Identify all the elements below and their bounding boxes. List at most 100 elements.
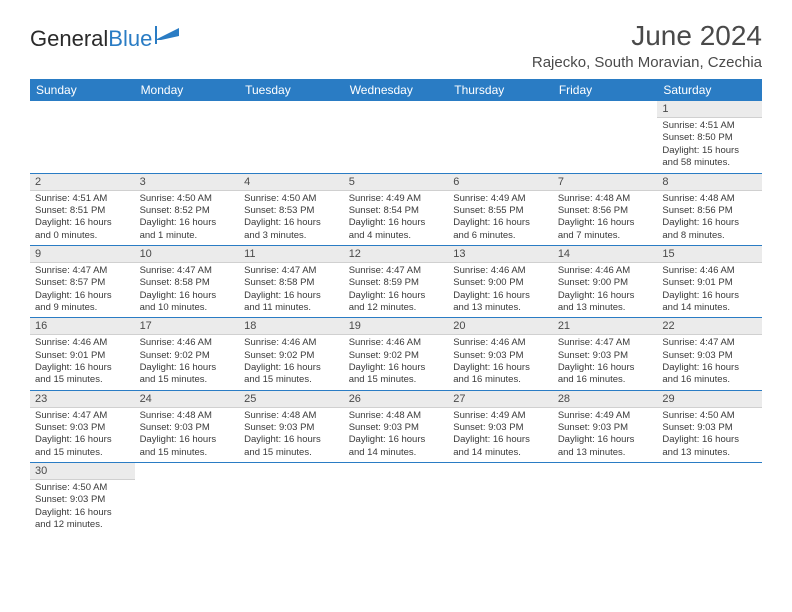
weekday-header: Tuesday <box>239 79 344 101</box>
calendar-cell <box>553 463 658 535</box>
day-number: 29 <box>657 391 762 408</box>
calendar-cell <box>553 101 658 173</box>
title-block: June 2024 Rajecko, South Moravian, Czech… <box>532 20 762 71</box>
day-body: Sunrise: 4:47 AMSunset: 8:58 PMDaylight:… <box>135 263 240 317</box>
weekday-header: Wednesday <box>344 79 449 101</box>
calendar-cell: 18Sunrise: 4:46 AMSunset: 9:02 PMDayligh… <box>239 318 344 390</box>
day-body: Sunrise: 4:48 AMSunset: 9:03 PMDaylight:… <box>344 408 449 462</box>
day-number: 23 <box>30 391 135 408</box>
day-number: 3 <box>135 174 240 191</box>
day-body: Sunrise: 4:49 AMSunset: 8:55 PMDaylight:… <box>448 191 553 245</box>
day-body: Sunrise: 4:47 AMSunset: 8:58 PMDaylight:… <box>239 263 344 317</box>
calendar-cell <box>30 101 135 173</box>
calendar-cell <box>344 463 449 535</box>
calendar-week: 9Sunrise: 4:47 AMSunset: 8:57 PMDaylight… <box>30 245 762 317</box>
day-number: 22 <box>657 318 762 335</box>
day-number: 1 <box>657 101 762 118</box>
calendar-cell: 28Sunrise: 4:49 AMSunset: 9:03 PMDayligh… <box>553 390 658 462</box>
calendar-cell: 17Sunrise: 4:46 AMSunset: 9:02 PMDayligh… <box>135 318 240 390</box>
calendar-cell: 21Sunrise: 4:47 AMSunset: 9:03 PMDayligh… <box>553 318 658 390</box>
calendar-cell: 23Sunrise: 4:47 AMSunset: 9:03 PMDayligh… <box>30 390 135 462</box>
day-body: Sunrise: 4:46 AMSunset: 9:03 PMDaylight:… <box>448 335 553 389</box>
day-number: 17 <box>135 318 240 335</box>
calendar-cell: 16Sunrise: 4:46 AMSunset: 9:01 PMDayligh… <box>30 318 135 390</box>
calendar-week: 2Sunrise: 4:51 AMSunset: 8:51 PMDaylight… <box>30 173 762 245</box>
day-body: Sunrise: 4:49 AMSunset: 8:54 PMDaylight:… <box>344 191 449 245</box>
day-body: Sunrise: 4:48 AMSunset: 9:03 PMDaylight:… <box>135 408 240 462</box>
day-number: 25 <box>239 391 344 408</box>
calendar-cell: 4Sunrise: 4:50 AMSunset: 8:53 PMDaylight… <box>239 173 344 245</box>
calendar-cell: 9Sunrise: 4:47 AMSunset: 8:57 PMDaylight… <box>30 245 135 317</box>
calendar-cell: 12Sunrise: 4:47 AMSunset: 8:59 PMDayligh… <box>344 245 449 317</box>
calendar-cell: 14Sunrise: 4:46 AMSunset: 9:00 PMDayligh… <box>553 245 658 317</box>
day-number: 30 <box>30 463 135 480</box>
day-number: 19 <box>344 318 449 335</box>
weekday-row: SundayMondayTuesdayWednesdayThursdayFrid… <box>30 79 762 101</box>
calendar-cell: 13Sunrise: 4:46 AMSunset: 9:00 PMDayligh… <box>448 245 553 317</box>
calendar-cell <box>135 463 240 535</box>
day-number: 16 <box>30 318 135 335</box>
day-number: 26 <box>344 391 449 408</box>
calendar-week: 1Sunrise: 4:51 AMSunset: 8:50 PMDaylight… <box>30 101 762 173</box>
day-number: 10 <box>135 246 240 263</box>
day-body: Sunrise: 4:49 AMSunset: 9:03 PMDaylight:… <box>553 408 658 462</box>
month-title: June 2024 <box>532 20 762 52</box>
calendar-cell: 22Sunrise: 4:47 AMSunset: 9:03 PMDayligh… <box>657 318 762 390</box>
flag-icon <box>155 26 183 49</box>
calendar-head: SundayMondayTuesdayWednesdayThursdayFrid… <box>30 79 762 101</box>
calendar-cell: 27Sunrise: 4:49 AMSunset: 9:03 PMDayligh… <box>448 390 553 462</box>
day-body: Sunrise: 4:46 AMSunset: 9:01 PMDaylight:… <box>657 263 762 317</box>
weekday-header: Thursday <box>448 79 553 101</box>
calendar-cell: 1Sunrise: 4:51 AMSunset: 8:50 PMDaylight… <box>657 101 762 173</box>
calendar-cell <box>344 101 449 173</box>
day-number: 8 <box>657 174 762 191</box>
day-body: Sunrise: 4:46 AMSunset: 9:00 PMDaylight:… <box>448 263 553 317</box>
day-number: 13 <box>448 246 553 263</box>
day-body: Sunrise: 4:51 AMSunset: 8:51 PMDaylight:… <box>30 191 135 245</box>
logo-text: GeneralBlue <box>30 26 152 52</box>
calendar-cell: 30Sunrise: 4:50 AMSunset: 9:03 PMDayligh… <box>30 463 135 535</box>
calendar-cell <box>448 101 553 173</box>
day-body: Sunrise: 4:50 AMSunset: 8:53 PMDaylight:… <box>239 191 344 245</box>
day-body: Sunrise: 4:50 AMSunset: 8:52 PMDaylight:… <box>135 191 240 245</box>
calendar-cell: 25Sunrise: 4:48 AMSunset: 9:03 PMDayligh… <box>239 390 344 462</box>
header: GeneralBlue June 2024 Rajecko, South Mor… <box>30 20 762 71</box>
calendar-cell <box>135 101 240 173</box>
day-body: Sunrise: 4:47 AMSunset: 9:03 PMDaylight:… <box>657 335 762 389</box>
location: Rajecko, South Moravian, Czechia <box>532 54 762 71</box>
day-number: 6 <box>448 174 553 191</box>
weekday-header: Sunday <box>30 79 135 101</box>
day-number: 28 <box>553 391 658 408</box>
calendar-cell: 2Sunrise: 4:51 AMSunset: 8:51 PMDaylight… <box>30 173 135 245</box>
day-number: 12 <box>344 246 449 263</box>
day-number: 5 <box>344 174 449 191</box>
day-body: Sunrise: 4:47 AMSunset: 9:03 PMDaylight:… <box>30 408 135 462</box>
day-number: 4 <box>239 174 344 191</box>
day-body: Sunrise: 4:49 AMSunset: 9:03 PMDaylight:… <box>448 408 553 462</box>
calendar-cell: 26Sunrise: 4:48 AMSunset: 9:03 PMDayligh… <box>344 390 449 462</box>
logo-general: General <box>30 26 108 51</box>
day-number: 14 <box>553 246 658 263</box>
calendar-cell: 3Sunrise: 4:50 AMSunset: 8:52 PMDaylight… <box>135 173 240 245</box>
calendar-cell <box>657 463 762 535</box>
calendar-cell: 11Sunrise: 4:47 AMSunset: 8:58 PMDayligh… <box>239 245 344 317</box>
calendar-cell: 15Sunrise: 4:46 AMSunset: 9:01 PMDayligh… <box>657 245 762 317</box>
calendar-week: 30Sunrise: 4:50 AMSunset: 9:03 PMDayligh… <box>30 463 762 535</box>
day-body: Sunrise: 4:46 AMSunset: 9:01 PMDaylight:… <box>30 335 135 389</box>
day-number: 21 <box>553 318 658 335</box>
calendar-cell: 6Sunrise: 4:49 AMSunset: 8:55 PMDaylight… <box>448 173 553 245</box>
weekday-header: Monday <box>135 79 240 101</box>
day-body: Sunrise: 4:48 AMSunset: 8:56 PMDaylight:… <box>553 191 658 245</box>
calendar-table: SundayMondayTuesdayWednesdayThursdayFrid… <box>30 79 762 535</box>
calendar-cell: 5Sunrise: 4:49 AMSunset: 8:54 PMDaylight… <box>344 173 449 245</box>
day-body: Sunrise: 4:46 AMSunset: 9:02 PMDaylight:… <box>239 335 344 389</box>
calendar-cell: 10Sunrise: 4:47 AMSunset: 8:58 PMDayligh… <box>135 245 240 317</box>
day-number: 9 <box>30 246 135 263</box>
calendar-cell: 19Sunrise: 4:46 AMSunset: 9:02 PMDayligh… <box>344 318 449 390</box>
day-number: 2 <box>30 174 135 191</box>
day-body: Sunrise: 4:50 AMSunset: 9:03 PMDaylight:… <box>30 480 135 534</box>
day-body: Sunrise: 4:50 AMSunset: 9:03 PMDaylight:… <box>657 408 762 462</box>
calendar-week: 23Sunrise: 4:47 AMSunset: 9:03 PMDayligh… <box>30 390 762 462</box>
calendar-cell: 8Sunrise: 4:48 AMSunset: 8:56 PMDaylight… <box>657 173 762 245</box>
day-body: Sunrise: 4:46 AMSunset: 9:02 PMDaylight:… <box>344 335 449 389</box>
